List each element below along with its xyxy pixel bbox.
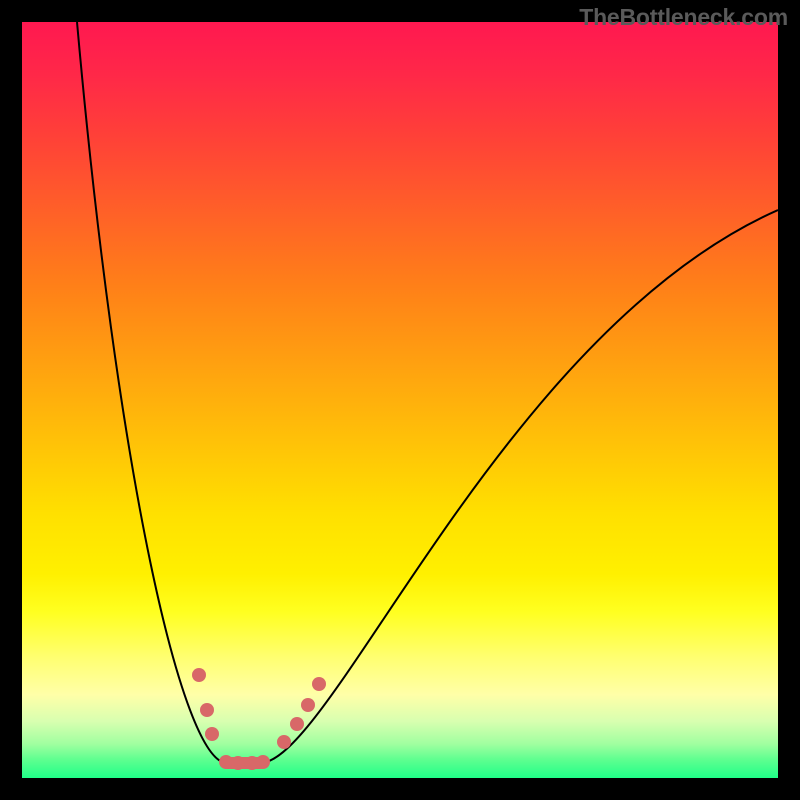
- data-dot: [256, 755, 270, 769]
- data-dot: [290, 717, 304, 731]
- data-dot: [205, 727, 219, 741]
- data-dot: [312, 677, 326, 691]
- watermark-text: TheBottleneck.com: [579, 4, 788, 31]
- data-dot: [219, 755, 233, 769]
- canvas: TheBottleneck.com: [0, 0, 800, 800]
- data-dot: [192, 668, 206, 682]
- data-dot: [231, 756, 245, 770]
- left-curve: [77, 22, 227, 763]
- right-curve: [260, 210, 778, 763]
- chart-curves: [22, 22, 778, 778]
- data-dot: [301, 698, 315, 712]
- data-dot: [277, 735, 291, 749]
- plot-area: [22, 22, 778, 778]
- data-dot: [200, 703, 214, 717]
